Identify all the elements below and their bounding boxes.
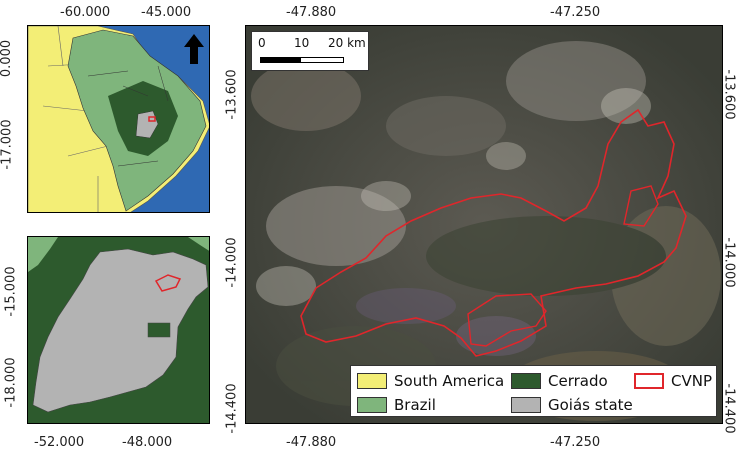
main-x-bottom-2: -47.250: [550, 435, 601, 450]
legend-label-brazil: Brazil: [394, 396, 436, 414]
south-america-svg: [28, 26, 209, 212]
legend-swatch-brazil: [357, 397, 387, 413]
legend-item-goias: Goiás state: [511, 396, 633, 414]
sa-x-tick-2: -45.000: [141, 5, 192, 20]
legend-item-cvnp: CVNP: [634, 372, 712, 390]
main-y-left-3: -14.400: [224, 383, 240, 434]
satellite-map: 0 10 20 km: [245, 25, 723, 424]
north-arrow-icon: [184, 34, 204, 64]
legend-label-south-america: South America: [394, 372, 505, 390]
goias-y-tick-2: -18.000: [3, 357, 19, 408]
legend-item-cerrado: Cerrado: [511, 372, 608, 390]
legend-item-brazil: Brazil: [357, 396, 436, 414]
main-y-left-1: -13.600: [224, 69, 240, 120]
legend-label-cvnp: CVNP: [671, 372, 713, 390]
sa-y-tick-2: -17.000: [0, 119, 15, 170]
legend-item-south-america: South America: [357, 372, 504, 390]
goias-map: [27, 236, 210, 424]
main-x-top-1: -47.880: [286, 5, 337, 20]
scale-label-0: 0: [258, 36, 266, 50]
scale-bar: 0 10 20 km: [251, 31, 369, 71]
legend-swatch-goias: [511, 397, 541, 413]
legend-label-cerrado: Cerrado: [548, 372, 608, 390]
main-y-right-2: -14.000: [721, 237, 737, 288]
main-y-right-1: -13.600: [721, 69, 737, 120]
cvnp-boundary: [300, 108, 687, 357]
south-america-map: [27, 25, 210, 213]
legend-swatch-cerrado: [511, 373, 541, 389]
goias-y-tick-1: -15.000: [3, 266, 19, 317]
main-x-top-2: -47.250: [550, 5, 601, 20]
satellite-svg: [246, 26, 722, 423]
sa-y-tick-1: 0.000: [0, 39, 15, 78]
legend-swatch-cvnp: [634, 373, 664, 389]
sa-x-tick-1: -60.000: [60, 5, 111, 20]
main-y-right-3: -14.400: [721, 383, 737, 434]
legend-label-goias: Goiás state: [548, 396, 633, 414]
map-legend: South America Cerrado CVNP Brazil Goiás …: [350, 365, 717, 417]
main-y-left-2: -14.000: [224, 237, 240, 288]
goias-svg: [28, 237, 209, 423]
goias-x-tick-1: -52.000: [34, 435, 85, 450]
legend-swatch-south-america: [357, 373, 387, 389]
goias-x-tick-2: -48.000: [122, 435, 173, 450]
scale-label-10: 10: [294, 36, 310, 50]
scale-label-20: 20 km: [328, 36, 366, 50]
main-x-bottom-1: -47.880: [286, 435, 337, 450]
